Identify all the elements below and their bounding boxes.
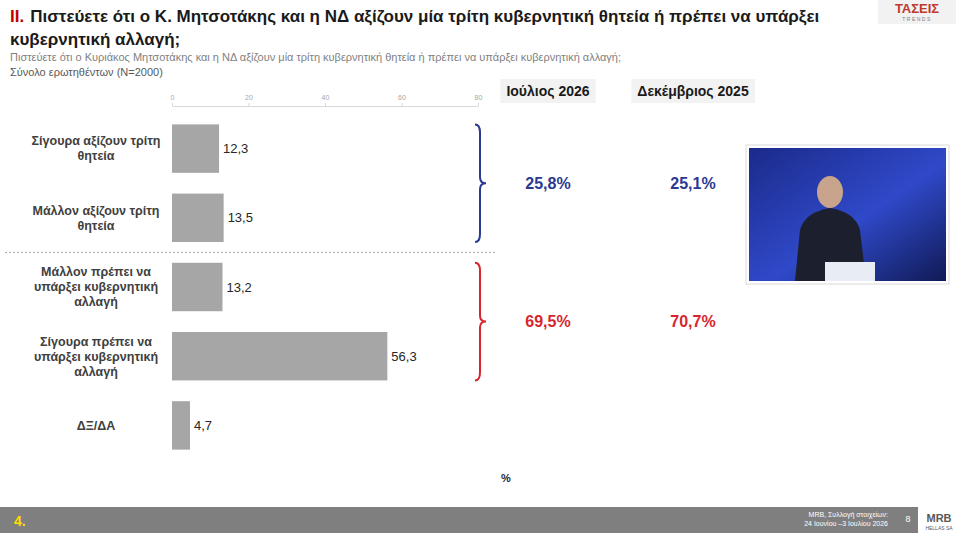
section-label: II.	[10, 7, 24, 26]
x-axis-title: %	[501, 472, 511, 484]
source-note: 24 Ιουνίου –3 Ιουλίου 2026	[804, 520, 888, 527]
bar	[172, 263, 222, 311]
tick-mark	[249, 103, 250, 106]
bar	[172, 124, 219, 172]
footer: 4. MRB, Συλλογή στοιχείων:24 Ιουνίου –3 Ι…	[0, 507, 958, 533]
period-header: Δεκέμβριος 2025	[637, 83, 749, 99]
category-label: Σίγουρα αξίζουν τρίτηθητεία	[32, 134, 161, 163]
data-label: 12,3	[223, 141, 248, 156]
logo-text: HELLAS SA	[925, 525, 953, 531]
group-summary: Ιούλιος 2026 Δεκέμβριος 2025 25,8% 25,1% 69,…	[5, 79, 755, 380]
chart: II.Πιστεύετε ότι ο Κ. Μητσοτάκης και η Ν…	[0, 0, 960, 535]
subtitle: Πιστεύετε ότι ο Κυριάκος Μητσοτάκης και …	[10, 51, 621, 63]
section-number: 4.	[14, 513, 26, 529]
page-number: 8	[905, 514, 910, 524]
tick: 20	[245, 94, 253, 106]
photo-head	[817, 176, 843, 208]
photo-background	[749, 148, 946, 281]
logo-top-right: ΤΑΣΕΙΣTRENDS	[878, 0, 956, 24]
group-total: 69,5%	[525, 313, 570, 330]
tick-mark	[402, 103, 403, 106]
period-header: Ιούλιος 2026	[506, 83, 589, 99]
logo-background	[878, 0, 956, 24]
data-label: 4,7	[194, 418, 212, 433]
tick-mark	[325, 103, 326, 106]
group-total: 25,8%	[525, 175, 570, 192]
group-separator	[5, 252, 495, 253]
tick-mark	[172, 103, 173, 106]
bar	[172, 194, 224, 242]
tick-label: 80	[475, 94, 483, 101]
tick-label: 60	[398, 94, 406, 101]
tick: 0	[171, 94, 175, 106]
tick-label: 20	[245, 94, 253, 101]
tick: 60	[398, 94, 406, 106]
source-note: MRB, Συλλογή στοιχείων:	[809, 511, 888, 519]
photo-frame	[746, 145, 949, 284]
category-label: Μάλλον πρέπει ναυπάρξει κυβερνητικήαλλαγ…	[34, 265, 158, 309]
group-total: 25,1%	[670, 175, 715, 192]
axis-line	[173, 106, 479, 107]
period-header-box	[500, 79, 595, 103]
tick: 80	[475, 94, 483, 106]
x-axis: 0 20 40 60 80	[171, 94, 483, 107]
logo-background	[920, 507, 958, 533]
category-label: ΔΞ/ΔΑ	[77, 419, 116, 433]
footer-bar	[0, 507, 918, 533]
tick-mark	[478, 103, 479, 106]
group-bracket	[475, 124, 486, 242]
data-label: 13,2	[226, 280, 251, 295]
logo-text: TRENDS	[902, 16, 932, 22]
logo-text: MRB	[926, 512, 951, 524]
base-note: Σύνολο ερωτηθέντων (N=2000)	[10, 66, 163, 78]
bar	[172, 332, 387, 380]
data-label: 56,3	[391, 349, 416, 364]
tick: 40	[322, 94, 330, 106]
data-labels: 12,3 13,5 13,2 56,3 4,7	[194, 141, 417, 433]
title: Πιστεύετε ότι ο Κ. Μητσοτάκης και η ΝΔ α…	[10, 7, 820, 49]
bars	[172, 124, 387, 449]
category-label: Σίγουρα πρέπει ναυπάρξει κυβερνητικήαλλα…	[34, 335, 158, 379]
data-label: 13,5	[228, 210, 253, 225]
category-label: Μάλλον αξίζουν τρίτηθητεία	[32, 204, 159, 233]
group-bracket	[475, 263, 486, 381]
tick-label: 40	[322, 94, 330, 101]
group-total: 70,7%	[670, 313, 715, 330]
bar	[172, 401, 190, 449]
title-group: II.Πιστεύετε ότι ο Κ. Μητσοτάκης και η Ν…	[10, 7, 820, 49]
photo-lectern	[825, 262, 875, 281]
logo-text: ΤΑΣΕΙΣ	[895, 1, 939, 16]
period-header-box	[631, 79, 755, 103]
tick-label: 0	[171, 94, 175, 101]
photo	[746, 145, 949, 284]
category-labels: Σίγουρα αξίζουν τρίτηθητεία Μάλλον αξίζου…	[32, 134, 161, 432]
